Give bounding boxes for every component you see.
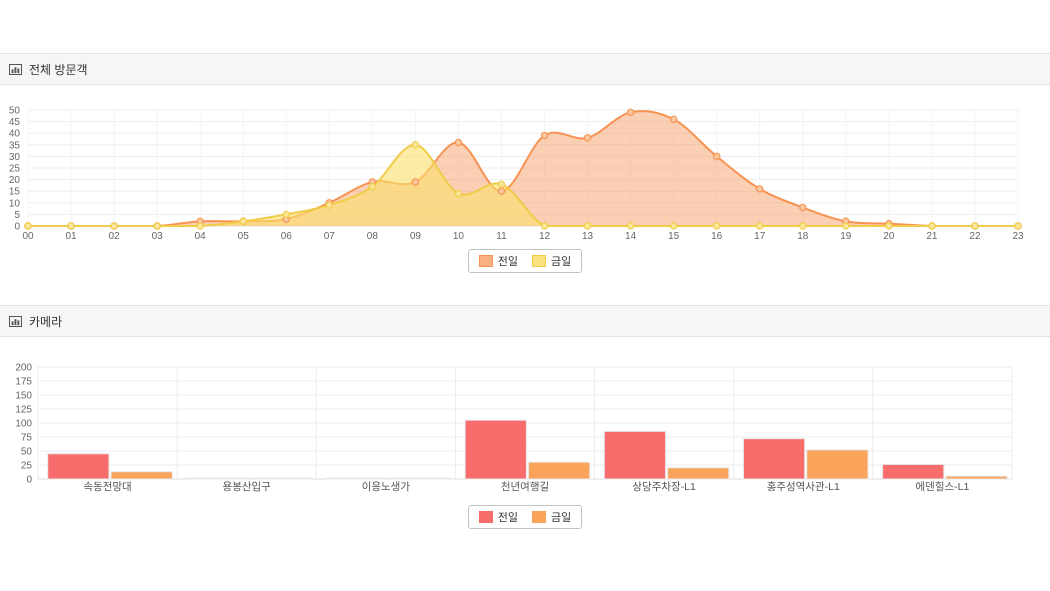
svg-text:천년여행길: 천년여행길 xyxy=(501,480,549,493)
svg-text:125: 125 xyxy=(15,405,32,416)
svg-text:21: 21 xyxy=(926,231,938,242)
svg-text:홍주성역사관-L1: 홍주성역사관-L1 xyxy=(767,480,840,493)
svg-text:100: 100 xyxy=(15,419,32,430)
svg-text:10: 10 xyxy=(9,198,21,209)
svg-text:45: 45 xyxy=(9,117,21,128)
svg-text:25: 25 xyxy=(9,164,21,175)
panel-visitors-header: 전체 방문객 xyxy=(0,53,1050,85)
svg-text:06: 06 xyxy=(281,231,293,242)
svg-text:에덴힐스-L1: 에덴힐스-L1 xyxy=(916,480,970,493)
svg-text:02: 02 xyxy=(109,231,121,242)
svg-text:16: 16 xyxy=(711,231,723,242)
svg-text:용봉산입구: 용봉산입구 xyxy=(223,480,272,493)
svg-text:속동전망대: 속동전망대 xyxy=(83,481,131,493)
svg-text:12: 12 xyxy=(539,231,551,242)
cameras-bar-chart: 0 25 50 75 100 125 150 175 200 속동전망대 용봉산입구 이응노생가 천년여… xyxy=(15,363,1013,493)
cameras-legend: 전일 금일 xyxy=(0,505,1050,529)
svg-text:22: 22 xyxy=(969,231,981,242)
panel-title: 카메라 xyxy=(29,314,63,329)
svg-text:03: 03 xyxy=(152,231,164,242)
panel-title: 전체 방문객 xyxy=(29,62,88,77)
svg-text:200: 200 xyxy=(15,363,32,374)
legend-swatch xyxy=(478,511,493,523)
svg-text:15: 15 xyxy=(668,231,680,242)
legend-box: 전일 금일 xyxy=(467,505,583,529)
svg-text:19: 19 xyxy=(840,231,852,242)
legend-item[interactable]: 금일 xyxy=(532,509,571,525)
visitors-legend: 전일 금일 xyxy=(0,249,1050,273)
svg-text:14: 14 xyxy=(625,231,637,242)
svg-text:150: 150 xyxy=(15,391,32,402)
legend-label: 전일 xyxy=(497,256,518,268)
legend-swatch xyxy=(532,255,546,267)
bar-chart-icon xyxy=(9,315,22,328)
svg-text:17: 17 xyxy=(754,231,766,242)
svg-text:18: 18 xyxy=(797,231,809,242)
svg-text:01: 01 xyxy=(65,231,77,242)
svg-text:75: 75 xyxy=(21,433,33,444)
svg-text:10: 10 xyxy=(453,231,465,242)
legend-label: 금일 xyxy=(551,256,572,268)
svg-text:04: 04 xyxy=(195,231,207,242)
svg-text:30: 30 xyxy=(9,152,21,163)
legend-item[interactable]: 금일 xyxy=(532,253,571,269)
svg-text:5: 5 xyxy=(14,210,20,221)
legend-label: 전일 xyxy=(497,512,518,524)
legend-label: 금일 xyxy=(551,512,572,524)
svg-text:07: 07 xyxy=(324,231,336,242)
svg-text:23: 23 xyxy=(1012,231,1024,242)
svg-text:50: 50 xyxy=(9,106,21,117)
legend-item[interactable]: 전일 xyxy=(478,509,518,525)
svg-text:20: 20 xyxy=(9,175,21,186)
svg-text:13: 13 xyxy=(582,231,594,242)
svg-text:05: 05 xyxy=(238,231,250,242)
svg-text:08: 08 xyxy=(367,231,379,242)
svg-text:40: 40 xyxy=(9,129,21,140)
svg-text:0: 0 xyxy=(26,475,32,486)
legend-swatch xyxy=(478,255,493,267)
svg-text:20: 20 xyxy=(883,231,895,242)
svg-text:175: 175 xyxy=(15,377,32,388)
svg-text:00: 00 xyxy=(22,231,34,242)
legend-box: 전일 금일 xyxy=(467,249,583,273)
bar-chart-icon xyxy=(9,63,22,76)
svg-text:상당주차장-L1: 상당주차장-L1 xyxy=(632,481,696,493)
panel-cameras-header: 카메라 xyxy=(0,305,1050,337)
svg-text:50: 50 xyxy=(21,447,33,458)
legend-swatch xyxy=(532,511,546,523)
svg-text:11: 11 xyxy=(496,231,507,242)
svg-text:0: 0 xyxy=(14,222,20,233)
legend-item[interactable]: 전일 xyxy=(478,253,518,269)
svg-text:이응노생가: 이응노생가 xyxy=(362,481,411,493)
svg-text:25: 25 xyxy=(21,461,33,472)
svg-text:15: 15 xyxy=(9,187,21,198)
svg-text:35: 35 xyxy=(9,140,21,151)
svg-text:09: 09 xyxy=(410,231,422,242)
